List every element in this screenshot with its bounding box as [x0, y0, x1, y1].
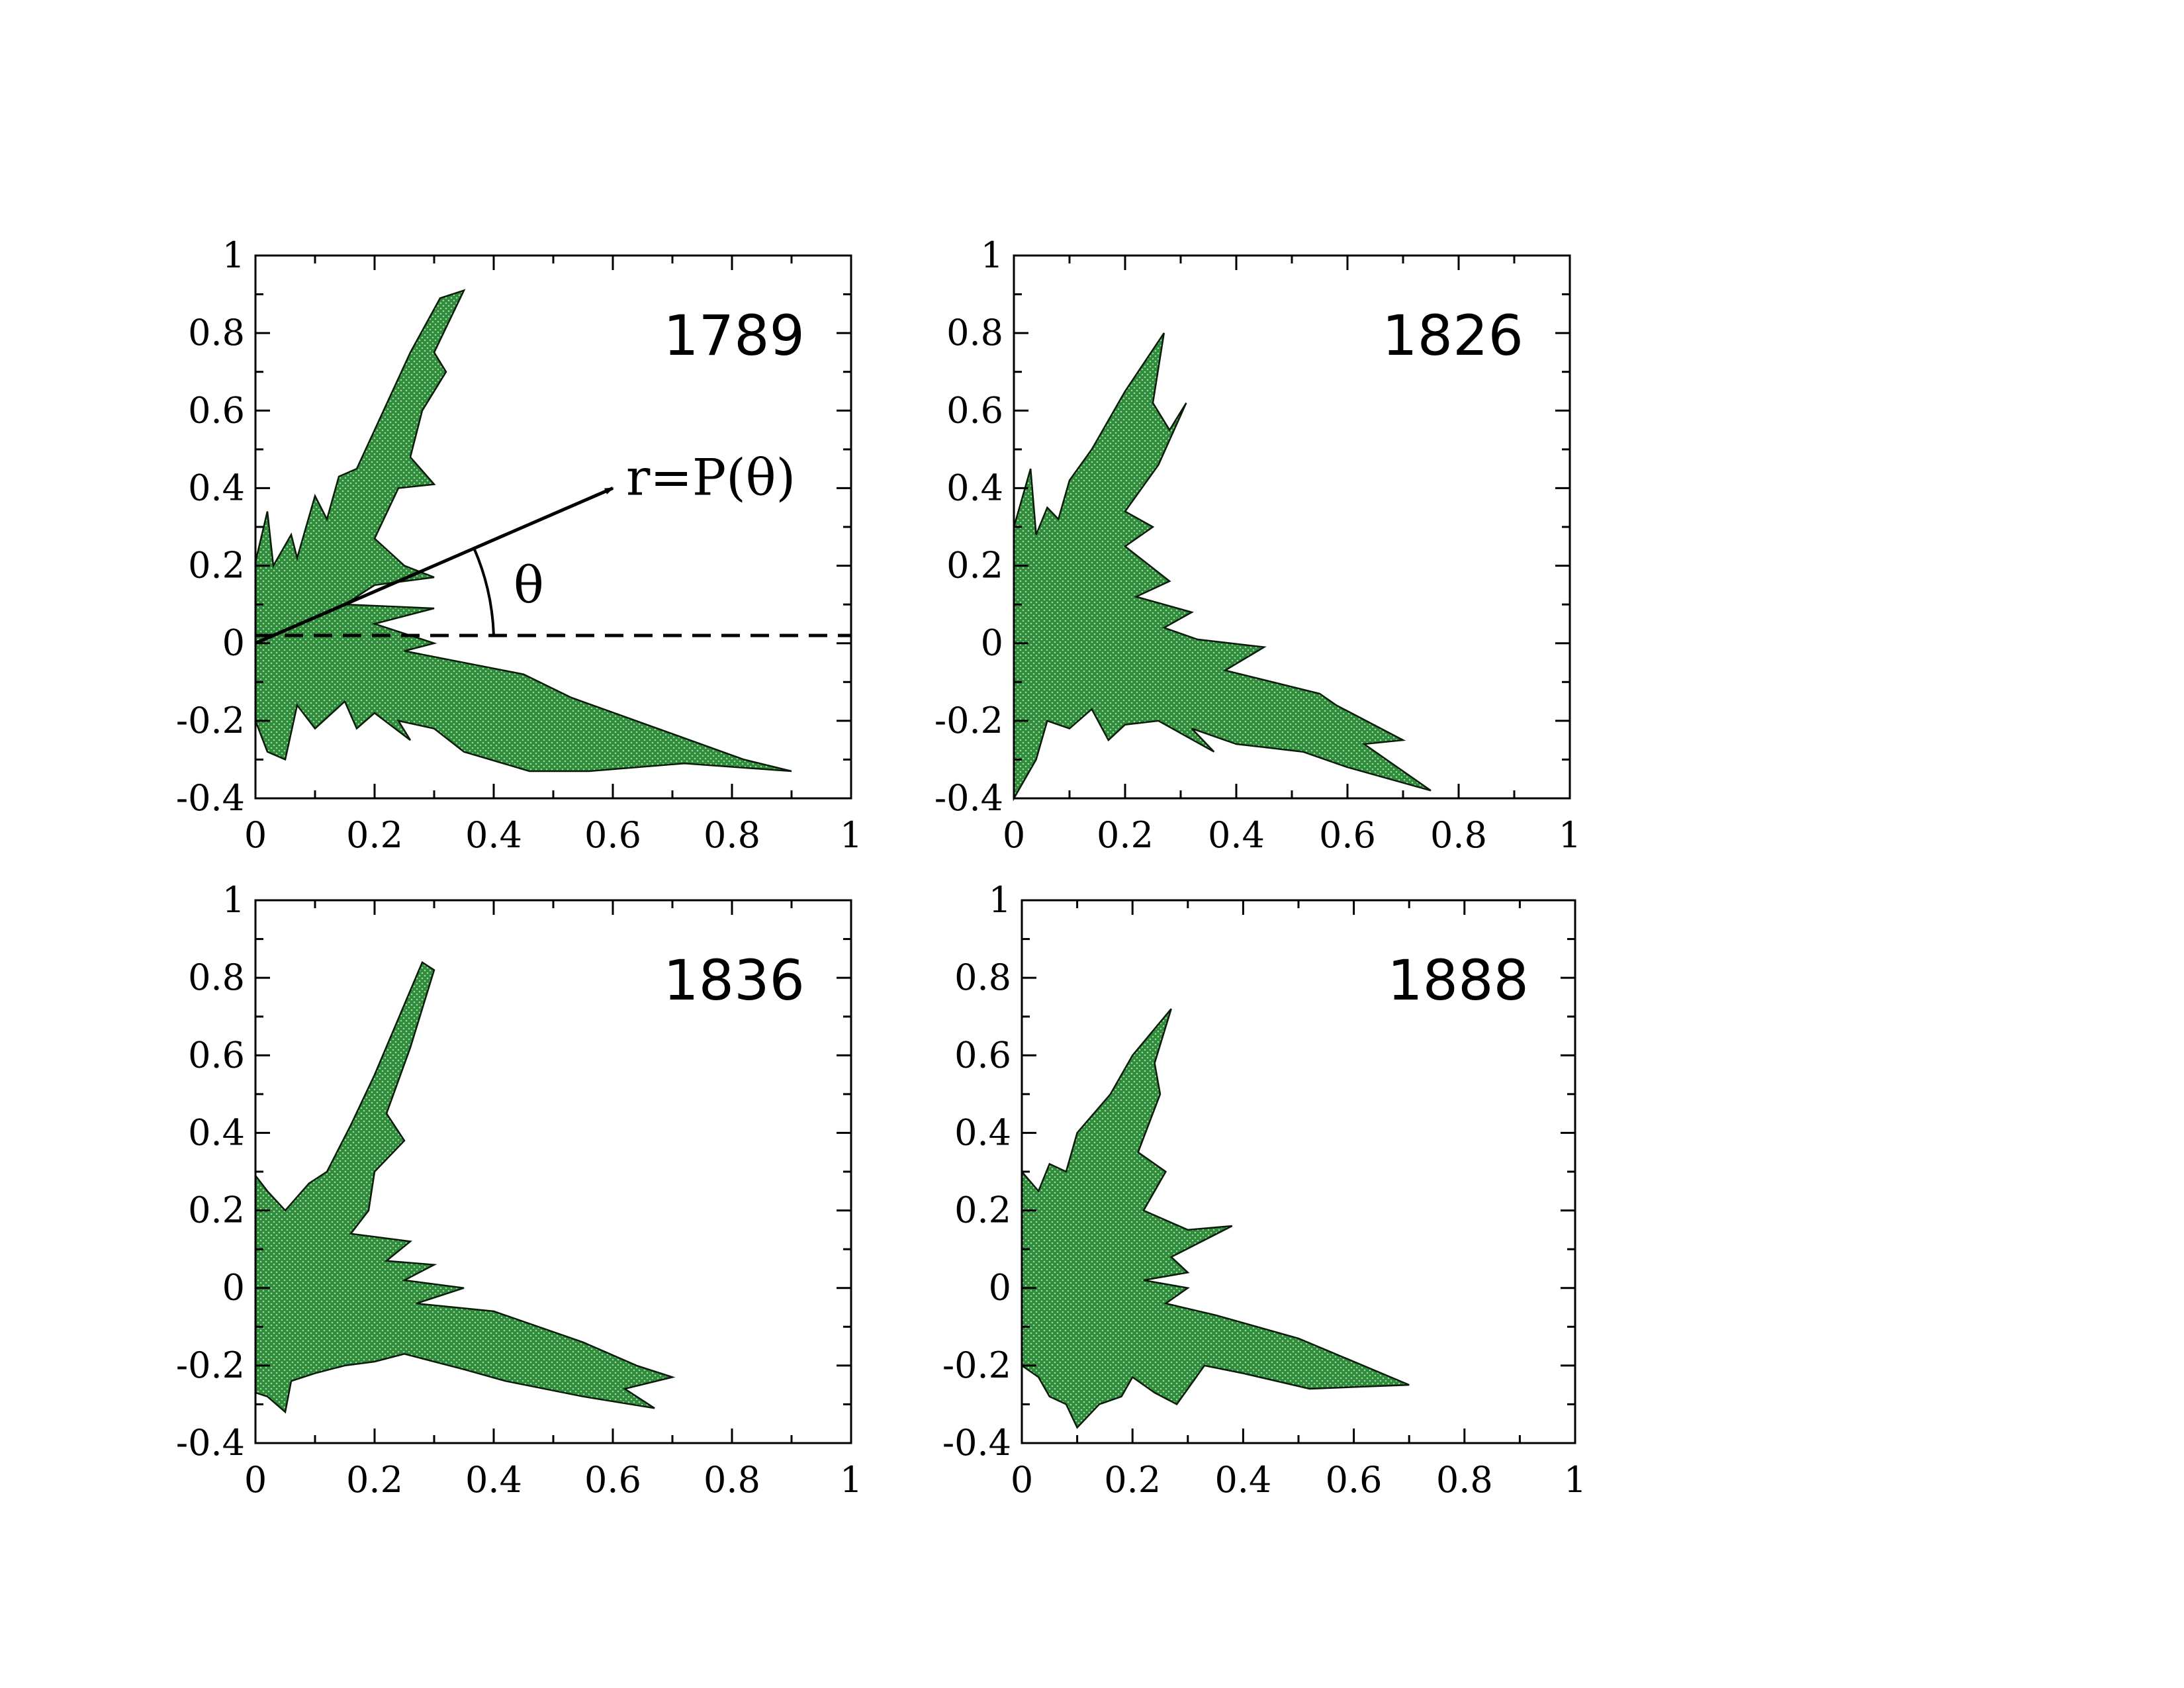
y-tick-label: 0.2	[188, 1190, 245, 1231]
panel-year-label: 1888	[1387, 948, 1529, 1013]
y-tick-label: 1	[222, 234, 245, 276]
y-tick-label: 1	[222, 879, 245, 921]
panel-1836: 0 0.2 0.4 0.6 0.8 1 -0.4 -0.2 0 0.2 0.4 0.6 0.8 1 1836	[176, 879, 862, 1501]
y-tick-label: 1	[989, 879, 1011, 921]
y-tick-label: 0	[222, 622, 245, 664]
x-tick-label: 0.8	[1436, 1459, 1493, 1501]
y-tick-label: 0.8	[946, 312, 1003, 353]
y-tick-label: -0.2	[934, 700, 1003, 741]
x-tick-label: 0	[1011, 1459, 1033, 1501]
theta-label: θ	[514, 555, 544, 614]
y-tick-label: -0.2	[176, 700, 245, 741]
y-tick-label: 0.2	[946, 545, 1003, 586]
y-tick-label: -0.4	[934, 777, 1003, 819]
y-tick-label: 0.8	[188, 957, 245, 998]
x-tick-label: 0.4	[1214, 1459, 1271, 1501]
x-tick-label: 0.2	[1097, 814, 1154, 856]
y-tick-label: 0.6	[954, 1034, 1011, 1076]
y-tick-label: 0	[989, 1267, 1011, 1309]
x-tick-label: 0	[244, 814, 267, 856]
x-tick-label: 0.2	[346, 814, 403, 856]
x-tick-label: 0	[1003, 814, 1025, 856]
x-tick-label: 1	[840, 1459, 862, 1501]
y-tick-label: 0.2	[188, 545, 245, 586]
distribution-shape	[1013, 332, 1432, 802]
y-tick-label: -0.4	[176, 1422, 245, 1464]
panel-year-label: 1826	[1382, 303, 1524, 368]
radius-label: r=P(θ)	[626, 447, 796, 506]
panel-year-label: 1836	[663, 948, 805, 1013]
panel-year-label: 1789	[663, 303, 805, 368]
y-tick-label: 1	[981, 234, 1003, 276]
x-tick-label: 0.2	[346, 1459, 403, 1501]
panel-1888: 0 0.2 0.4 0.6 0.8 1 -0.4 -0.2 0 0.2 0.4 0.6 0.8 1 1888	[942, 879, 1586, 1501]
x-tick-label: 0.6	[1326, 1459, 1383, 1501]
x-tick-label: 0.6	[584, 814, 641, 856]
y-tick-label: 0	[222, 1267, 245, 1309]
x-tick-label: 0.4	[1208, 814, 1265, 856]
y-tick-label: -0.4	[176, 777, 245, 819]
x-tick-label: 0.4	[465, 1459, 522, 1501]
x-tick-label: 0	[244, 1459, 267, 1501]
x-tick-label: 0.6	[1319, 814, 1376, 856]
x-tick-label: 0.2	[1104, 1459, 1161, 1501]
y-tick-label: 0.2	[954, 1190, 1011, 1231]
y-tick-label: -0.4	[942, 1422, 1011, 1464]
y-tick-label: 0	[981, 622, 1003, 664]
panel-1789: 0 0.2 0.4 0.6 0.8 1 -0.4 -0.2 0 0.2 0.4 0.6 0.8 1 1789…	[176, 234, 862, 856]
y-tick-label: 0.6	[188, 1034, 245, 1076]
y-tick-label: 0.4	[946, 467, 1003, 508]
y-tick-label: 0.8	[954, 957, 1011, 998]
angle-arc	[473, 547, 495, 636]
panel-1826: 0 0.2 0.4 0.6 0.8 1 -0.4 -0.2 0 0.2 0.4 0.6 0.8 1 1826	[934, 234, 1581, 856]
y-tick-label: -0.2	[176, 1344, 245, 1386]
x-tick-label: 0.4	[465, 814, 522, 856]
y-tick-label: 0.6	[188, 389, 245, 431]
x-tick-label: 0.8	[704, 814, 760, 856]
x-tick-label: 0.6	[584, 1459, 641, 1501]
y-tick-label: 0.4	[188, 467, 245, 508]
x-tick-label: 1	[1559, 814, 1581, 856]
x-tick-label: 1	[1564, 1459, 1586, 1501]
x-tick-label: 1	[840, 814, 862, 856]
y-tick-label: 0.6	[946, 389, 1003, 431]
y-tick-label: -0.2	[942, 1344, 1011, 1386]
x-tick-label: 0.8	[1430, 814, 1487, 856]
y-tick-label: 0.8	[188, 312, 245, 353]
y-tick-label: 0.4	[188, 1111, 245, 1153]
x-tick-label: 0.8	[704, 1459, 760, 1501]
y-tick-label: 0.4	[954, 1111, 1011, 1153]
distribution-shape	[254, 961, 676, 1414]
radius-arrow	[255, 487, 614, 645]
distribution-shape	[1021, 1008, 1410, 1429]
